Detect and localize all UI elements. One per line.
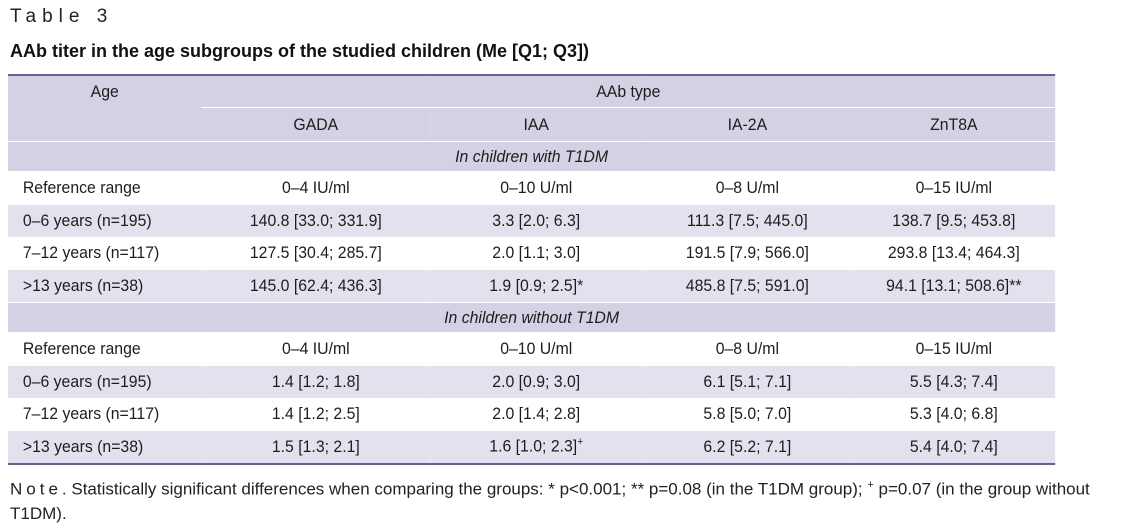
cell-iaa: 3.3 [2.0; 6.3] bbox=[430, 204, 643, 237]
note-superscript: + bbox=[867, 479, 874, 491]
section-title: In children with T1DM bbox=[8, 141, 1056, 172]
cell-ia2a: 6.2 [5.2; 7.1] bbox=[642, 430, 853, 465]
plus-superscript: + bbox=[577, 436, 584, 449]
cell-iaa: 2.0 [1.1; 3.0] bbox=[430, 237, 643, 270]
cell-znt8a: 5.3 [4.0; 6.8] bbox=[852, 398, 1056, 431]
table-label: Table 3 bbox=[10, 6, 114, 27]
row-age: Reference range bbox=[8, 332, 202, 366]
cell-ia2a: 191.5 [7.9; 566.0] bbox=[642, 237, 853, 270]
cell-gada: 140.8 [33.0; 331.9] bbox=[201, 204, 431, 237]
column-header-iaa: IAA bbox=[430, 107, 643, 142]
section-title: In children without T1DM bbox=[8, 302, 1056, 333]
note-text-a: . Statistically significant differences … bbox=[61, 479, 863, 499]
cell-gada: 127.5 [30.4; 285.7] bbox=[201, 237, 431, 270]
cell-ia2a: 111.3 [7.5; 445.0] bbox=[642, 204, 853, 237]
section-header-without-t1dm: In children without T1DM bbox=[8, 302, 1056, 333]
note-text-b: p=0.07 (in the group without T1DM). bbox=[10, 479, 1090, 523]
cell-znt8a: 0–15 IU/ml bbox=[852, 332, 1056, 366]
row-age: 0–6 years (n=195) bbox=[8, 365, 202, 398]
data-table: Age AAb type GADA IAA IA-2A ZnT8A In chi… bbox=[8, 74, 1056, 465]
cell-iaa: 0–10 U/ml bbox=[430, 171, 643, 205]
cell-ia2a: 0–8 U/ml bbox=[642, 332, 853, 366]
table-row: 7–12 years (n=117) 127.5 [30.4; 285.7] 2… bbox=[8, 237, 1056, 270]
table-row: 0–6 years (n=195) 140.8 [33.0; 331.9] 3.… bbox=[8, 204, 1056, 237]
cell-ia2a: 5.8 [5.0; 7.0] bbox=[642, 398, 853, 431]
header-row-2: GADA IAA IA-2A ZnT8A bbox=[8, 107, 1056, 142]
age-header: Age bbox=[8, 74, 202, 142]
table-title: AAb titer in the age subgroups of the st… bbox=[10, 41, 590, 61]
cell-znt8a: 138.7 [9.5; 453.8] bbox=[852, 204, 1056, 237]
cell-znt8a: 5.4 [4.0; 7.4] bbox=[852, 430, 1056, 465]
row-age: 0–6 years (n=195) bbox=[8, 204, 202, 237]
table-row: >13 years (n=38) 1.5 [1.3; 2.1] 1.6 [1.0… bbox=[8, 430, 1056, 465]
cell-iaa: 2.0 [1.4; 2.8] bbox=[430, 398, 643, 431]
cell-znt8a: 293.8 [13.4; 464.3] bbox=[852, 237, 1056, 270]
column-header-znt8a: ZnT8A bbox=[852, 107, 1056, 142]
cell-gada: 145.0 [62.4; 436.3] bbox=[201, 269, 431, 303]
table-row: 0–6 years (n=195) 1.4 [1.2; 1.8] 2.0 [0.… bbox=[8, 365, 1056, 398]
note-lead: Note bbox=[10, 479, 62, 499]
row-age: Reference range bbox=[8, 171, 202, 205]
table-row: >13 years (n=38) 145.0 [62.4; 436.3] 1.9… bbox=[8, 269, 1056, 303]
section-header-with-t1dm: In children with T1DM bbox=[8, 141, 1056, 172]
cell-gada: 1.4 [1.2; 1.8] bbox=[201, 365, 431, 398]
cell-iaa: 1.6 [1.0; 2.3]+ bbox=[430, 430, 643, 465]
cell-znt8a: 94.1 [13.1; 508.6]** bbox=[852, 269, 1056, 303]
cell-ia2a: 0–8 U/ml bbox=[642, 171, 853, 205]
aab-type-header: AAb type bbox=[201, 74, 1056, 108]
cell-iaa: 0–10 U/ml bbox=[430, 332, 643, 366]
row-age: >13 years (n=38) bbox=[8, 430, 202, 465]
cell-gada: 1.5 [1.3; 2.1] bbox=[201, 430, 431, 465]
cell-gada: 0–4 IU/ml bbox=[201, 171, 431, 205]
cell-ia2a: 485.8 [7.5; 591.0] bbox=[642, 269, 853, 303]
row-age: 7–12 years (n=117) bbox=[8, 237, 202, 270]
row-age: >13 years (n=38) bbox=[8, 269, 202, 303]
table-note: Note. Statistically significant differen… bbox=[10, 473, 1136, 526]
column-header-gada: GADA bbox=[201, 107, 431, 142]
cell-znt8a: 5.5 [4.3; 7.4] bbox=[852, 365, 1056, 398]
table-row: Reference range 0–4 IU/ml 0–10 U/ml 0–8 … bbox=[8, 171, 1056, 205]
cell-iaa: 2.0 [0.9; 3.0] bbox=[430, 365, 643, 398]
cell-znt8a: 0–15 IU/ml bbox=[852, 171, 1056, 205]
cell-iaa-value: 1.6 [1.0; 2.3] bbox=[489, 437, 578, 457]
table-row: 7–12 years (n=117) 1.4 [1.2; 2.5] 2.0 [1… bbox=[8, 398, 1056, 431]
row-age: 7–12 years (n=117) bbox=[8, 398, 202, 431]
cell-ia2a: 6.1 [5.1; 7.1] bbox=[642, 365, 853, 398]
column-header-ia2a: IA-2A bbox=[642, 107, 853, 142]
header-row-1: Age AAb type bbox=[8, 74, 1056, 142]
cell-gada: 1.4 [1.2; 2.5] bbox=[201, 398, 431, 431]
table-row: Reference range 0–4 IU/ml 0–10 U/ml 0–8 … bbox=[8, 332, 1056, 366]
cell-iaa: 1.9 [0.9; 2.5]* bbox=[430, 269, 643, 303]
cell-gada: 0–4 IU/ml bbox=[201, 332, 431, 366]
